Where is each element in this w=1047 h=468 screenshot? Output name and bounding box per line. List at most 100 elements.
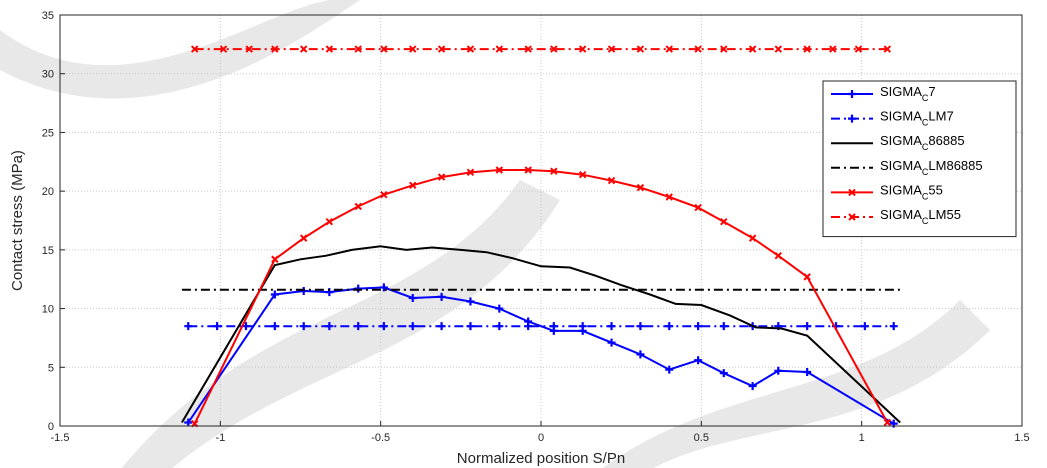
data-point [748,382,757,391]
data-point [550,45,558,53]
data-point [719,369,728,378]
y-axis-label: Contact stress (MPa) [9,150,26,291]
legend-label: SIGMACLM55 [880,207,961,226]
data-point [408,294,417,303]
data-point [803,45,811,53]
data-point [379,322,388,331]
data-point [354,284,363,293]
x-tick-label: -1 [215,432,225,444]
legend-marker [848,90,856,98]
legend-label: SIGMACLM86885 [880,158,983,177]
series-sigma-c86885 [181,245,901,424]
data-point [437,322,446,331]
data-point [694,322,703,331]
data-point [883,418,892,427]
data-point [636,350,645,359]
data-point [524,166,532,174]
data-point [578,45,587,53]
ticks: -1.5 -1 -0.5 0 0.5 1 1.5 0 5 10 15 20 25 30 35 [42,10,1030,444]
data-point [270,290,279,299]
data-point [466,168,475,177]
series-sigma-clm55 [190,45,892,53]
legend-entry: SIGMAC86885 [831,133,965,152]
x-tick-label: 1 [859,432,865,444]
data-point [379,283,388,292]
series-sigma-clm7 [184,322,898,331]
legend-marker [848,114,856,123]
data-point [245,45,253,53]
data-point [748,234,757,242]
data-point [774,45,783,53]
data-point [437,292,446,301]
data-point [495,45,504,53]
data-point [803,273,811,281]
data-point [271,45,279,53]
data-point [437,45,446,53]
data-point [299,234,308,242]
data-point [774,366,783,375]
data-point [720,45,728,53]
series-layer [181,45,901,428]
data-point [495,322,504,331]
data-point [550,167,558,175]
data-point [495,166,504,174]
data-point [774,252,783,260]
data-point [380,190,388,199]
data-point [636,45,645,53]
data-point [271,255,279,263]
data-point [665,322,674,331]
data-point [495,304,504,313]
legend-label: SIGMACLM7 [880,109,954,128]
y-tick-label: 10 [42,304,54,316]
x-tick-label: 1.5 [1014,432,1029,444]
data-point [380,45,388,53]
legend-entry: SIGMACLM86885 [831,158,983,177]
data-point [299,286,308,295]
data-point [437,173,446,181]
legend-marker [848,188,856,197]
data-point [607,338,616,347]
data-point [694,356,703,365]
data-point [829,45,837,53]
data-point [325,322,334,331]
data-point [325,217,334,226]
y-tick-label: 5 [48,362,54,374]
series-sigma-c7 [184,283,898,428]
data-point [803,367,812,376]
data-point [636,322,645,331]
legend-label: SIGMAC7 [880,84,936,103]
data-point [213,322,222,331]
y-tick-label: 20 [42,186,54,198]
data-point [748,45,757,53]
data-point [889,322,898,331]
data-point [720,217,728,226]
legend-entry: SIGMACLM7 [831,109,954,128]
series-line [193,169,889,425]
data-point [854,45,863,53]
y-tick-label: 35 [42,10,54,22]
series-sigma-c55 [190,166,892,428]
data-point [408,322,417,331]
data-point [466,297,475,306]
data-point [524,45,532,53]
series-line [181,245,901,424]
data-point [299,322,308,331]
legend-entry: SIGMAC55 [831,182,943,201]
data-point [184,418,193,427]
data-point [694,203,702,212]
data-point [409,181,417,189]
data-point [299,45,308,53]
data-point [219,45,228,53]
data-point [694,45,702,53]
data-point [524,322,533,331]
series-line [187,286,895,425]
data-point [466,322,475,331]
legend-label: SIGMAC86885 [880,133,965,152]
y-tick-label: 15 [42,245,54,257]
data-point [190,45,199,53]
y-tick-label: 0 [48,421,54,433]
legend-marker [848,213,856,221]
legend-entry: SIGMACLM55 [831,207,961,226]
x-tick-label: 0 [538,432,544,444]
